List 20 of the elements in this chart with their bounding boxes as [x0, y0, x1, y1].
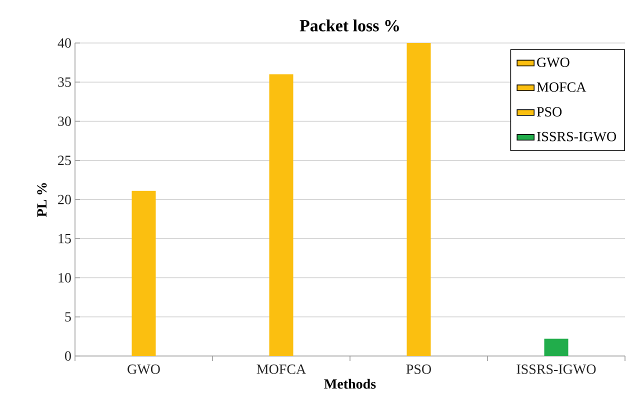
y-tick-label: 10 [58, 273, 71, 282]
legend-label: ISSRS-IGWO [536, 132, 616, 142]
x-tick-label: ISSRS-IGWO [516, 364, 596, 374]
y-tick-label: 30 [58, 116, 71, 126]
x-tick-label: GWO [128, 364, 160, 374]
y-tick-label: 35 [58, 77, 71, 87]
chart-title: Packet loss % [300, 19, 399, 32]
legend-label: PSO [536, 107, 562, 117]
y-tick-label: 15 [58, 234, 71, 244]
y-axis-title: PL % [37, 183, 47, 217]
legend-label: GWO [537, 58, 570, 68]
x-tick-label: PSO [406, 364, 432, 374]
y-tick-label: 25 [58, 156, 71, 166]
legend-label: MOFCA [536, 82, 586, 92]
y-tick-label: 40 [58, 38, 71, 48]
x-tick-label: MOFCA [256, 364, 306, 374]
y-tick-label: 20 [58, 194, 71, 204]
x-axis-title: Methods [324, 378, 376, 389]
y-tick-label: 0 [65, 351, 71, 361]
y-tick-label: 5 [65, 312, 71, 322]
